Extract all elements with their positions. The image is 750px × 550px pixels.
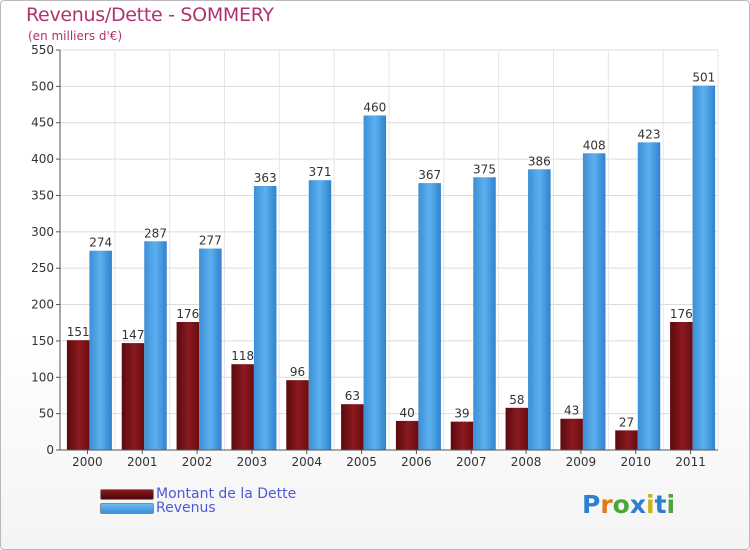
bar-revenus: [308, 180, 332, 450]
y-tick-label: 250: [31, 261, 54, 275]
data-label-dette: 176: [176, 307, 199, 321]
bar-dette: [231, 364, 254, 450]
data-label-revenus: 423: [638, 127, 661, 141]
data-label-revenus: 375: [473, 162, 496, 176]
data-label-revenus: 274: [89, 236, 112, 250]
bar-revenus: [89, 250, 112, 450]
data-label-dette: 40: [400, 406, 415, 420]
data-label-revenus: 363: [254, 171, 277, 185]
y-tick-label: 200: [31, 298, 54, 312]
y-tick-label: 50: [39, 407, 54, 421]
chart-subtitle: (en milliers d'€): [28, 29, 123, 43]
legend-swatch-revenus: [100, 502, 154, 514]
y-tick-label: 350: [31, 188, 54, 202]
legend-label-dette: Montant de la Dette: [156, 486, 297, 502]
data-label-dette: 151: [67, 325, 90, 339]
logo-letter: x: [629, 490, 646, 519]
bar-revenus: [199, 248, 222, 450]
x-tick-label: 2005: [346, 455, 377, 469]
bar-dette: [670, 322, 693, 450]
data-label-revenus: 460: [363, 100, 386, 114]
y-tick-label: 500: [31, 79, 54, 93]
x-tick-label: 2004: [291, 455, 322, 469]
data-label-dette: 147: [122, 328, 145, 342]
bar-dette: [341, 404, 364, 450]
data-label-dette: 43: [564, 404, 579, 418]
x-tick-label: 2009: [566, 455, 597, 469]
data-label-revenus: 386: [528, 154, 551, 168]
logo-letter: i: [666, 490, 676, 519]
data-label-revenus: 371: [309, 165, 332, 179]
y-tick-label: 300: [31, 225, 54, 239]
data-label-dette: 39: [454, 407, 469, 421]
bar-dette: [615, 430, 638, 450]
logo-letter: r: [600, 490, 613, 519]
x-tick-label: 2000: [72, 455, 103, 469]
y-tick-label: 550: [31, 43, 54, 57]
y-tick-label: 0: [46, 443, 54, 457]
bar-dette: [176, 322, 200, 450]
bar-revenus: [418, 183, 441, 450]
bar-dette: [121, 343, 145, 450]
bar-revenus: [253, 186, 277, 450]
x-tick-label: 2002: [182, 455, 213, 469]
x-tick-label: 2003: [237, 455, 268, 469]
x-tick-label: 2007: [456, 455, 487, 469]
legend-item-revenus: Revenus: [100, 500, 216, 516]
bar-revenus: [637, 142, 661, 450]
x-tick-label: 2008: [511, 455, 542, 469]
bar-dette: [395, 420, 419, 450]
bar-revenus: [363, 115, 387, 451]
bar-revenus: [528, 169, 551, 451]
data-label-dette: 27: [619, 415, 634, 429]
y-tick-label: 400: [31, 152, 54, 166]
data-label-revenus: 287: [144, 226, 167, 240]
data-label-dette: 176: [670, 307, 693, 321]
data-label-dette: 58: [509, 393, 524, 407]
bar-dette: [505, 407, 529, 450]
y-tick-label: 450: [31, 116, 54, 130]
bar-dette: [286, 380, 309, 450]
bar-revenus: [473, 177, 496, 451]
x-tick-label: 2010: [620, 455, 651, 469]
legend-item-dette: Montant de la Dette: [100, 486, 297, 502]
y-tick-label: 100: [31, 370, 54, 384]
data-label-revenus: 408: [583, 138, 606, 152]
data-label-revenus: 501: [692, 71, 715, 85]
logo-letter: i: [646, 490, 655, 519]
x-tick-label: 2011: [675, 455, 706, 469]
x-tick-label: 2001: [127, 455, 158, 469]
data-label-revenus: 367: [418, 168, 441, 182]
data-label-dette: 118: [231, 349, 254, 363]
legend-swatch-dette: [100, 488, 154, 500]
data-label-dette: 96: [290, 365, 305, 379]
legend-label-revenus: Revenus: [156, 500, 216, 516]
data-label-revenus: 277: [199, 234, 222, 248]
bar-dette: [560, 418, 583, 450]
bar-dette: [450, 421, 474, 450]
bar-revenus: [582, 153, 606, 451]
y-tick-label: 150: [31, 334, 54, 348]
chart-title: Revenus/Dette - SOMMERY: [26, 4, 274, 26]
data-label-dette: 63: [345, 389, 360, 403]
logo-letter: o: [612, 490, 630, 519]
logo-letter: P: [582, 490, 601, 519]
proxiti-logo: Proxiti: [582, 490, 675, 519]
bar-revenus: [692, 85, 716, 451]
bar-dette: [66, 340, 90, 450]
logo-letter: t: [654, 490, 667, 519]
x-tick-label: 2006: [401, 455, 432, 469]
bar-revenus: [144, 241, 167, 450]
